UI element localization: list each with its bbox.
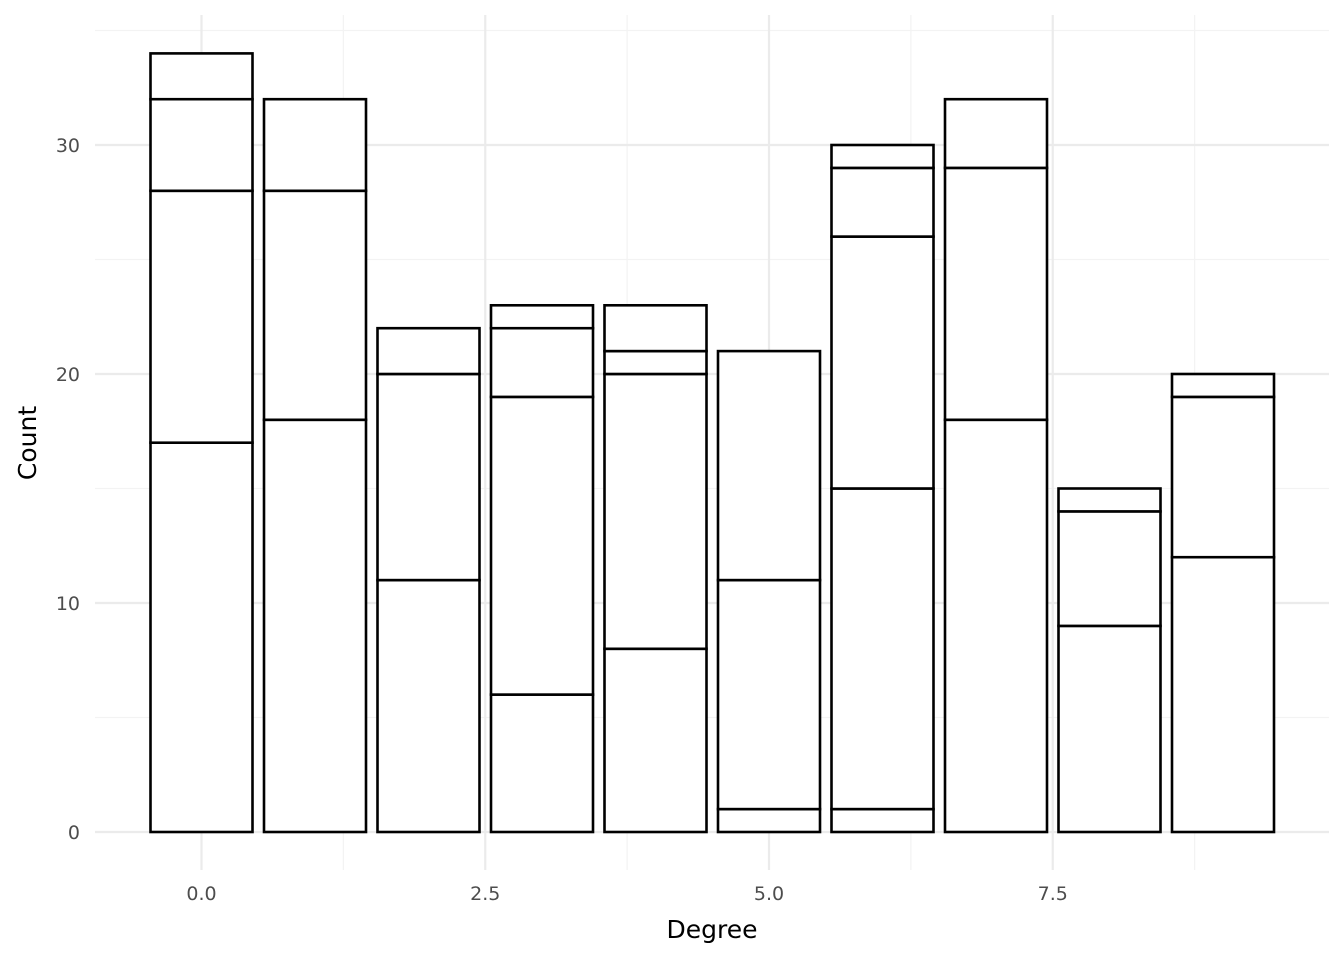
bar-segment (1057, 510, 1162, 628)
bar-segment (943, 97, 1049, 170)
bar-segment (489, 303, 595, 330)
bar-segment (1057, 487, 1162, 513)
y-tick-labels: 0 10 20 30 (56, 135, 80, 844)
x-tick-label: 0.0 (186, 883, 216, 905)
bar-stack (262, 97, 368, 834)
bar-segment (489, 693, 595, 834)
bar-stack (1170, 372, 1276, 834)
bar-segment (603, 349, 708, 376)
y-tick-label: 30 (56, 135, 80, 157)
bar-segment (149, 189, 254, 444)
bar-segment (149, 52, 254, 101)
y-tick-label: 0 (68, 822, 80, 844)
bar-segment (830, 143, 935, 170)
bar-segment (830, 166, 935, 238)
x-tick-label: 7.5 (1038, 883, 1068, 905)
bar-segment (603, 372, 708, 651)
bar-segment (262, 418, 368, 834)
bar-segment (1170, 555, 1276, 834)
bar-segment (716, 349, 822, 582)
bar-segment (1170, 372, 1276, 399)
bar-segment (603, 647, 708, 834)
bar-segment (830, 487, 935, 811)
bar-segment (1057, 624, 1162, 834)
bar-segment (830, 235, 935, 490)
bar-segment (149, 441, 254, 834)
bar-segment (716, 578, 822, 811)
bar-segment (943, 166, 1049, 422)
bar-segment (489, 326, 595, 399)
bar-segment (489, 395, 595, 696)
bar-segment (716, 807, 822, 834)
x-axis-title: Degree (667, 915, 758, 944)
x-tick-label: 5.0 (754, 883, 784, 905)
bar-segment (376, 326, 481, 376)
bar-segment (603, 303, 708, 353)
bar-stack (376, 326, 481, 834)
y-tick-label: 20 (56, 364, 80, 386)
bar-segment (943, 418, 1049, 834)
y-axis-title: Count (13, 406, 42, 480)
bar-stack (716, 349, 822, 834)
bar-segment (149, 97, 254, 193)
bar-segment (1170, 395, 1276, 559)
bar-segment (262, 189, 368, 422)
bar-stack (603, 303, 708, 834)
bar-stack (1057, 487, 1162, 834)
x-tick-labels: 0.0 2.5 5.0 7.5 (186, 883, 1067, 905)
bar-stack (943, 97, 1049, 834)
bar-segment (262, 97, 368, 193)
x-tick-label: 2.5 (470, 883, 500, 905)
bar-stack (489, 303, 595, 834)
bar-stack (149, 52, 254, 834)
bar-stack (830, 143, 935, 834)
y-tick-label: 10 (56, 593, 80, 615)
bar-segment (830, 807, 935, 834)
bars (149, 52, 1276, 834)
bar-segment (376, 372, 481, 582)
bar-segment (376, 578, 481, 834)
